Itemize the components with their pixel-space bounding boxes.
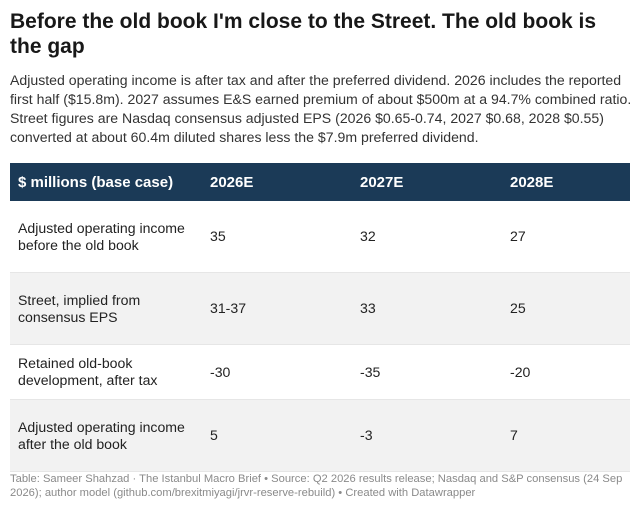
row-label: Adjusted operating income before the old… [18, 219, 185, 253]
row-label: Retained old-book development, after tax [18, 355, 158, 388]
cell-2026e: 31-37 [210, 300, 247, 316]
data-table: $ millions (base case) 2026E 2027E 2028E… [10, 163, 630, 472]
source-footer: Table: Sameer Shahzad · The Istanbul Mac… [10, 473, 623, 499]
header-cell-metric: $ millions (base case) [18, 173, 174, 191]
table-row: Retained old-book development, after tax… [10, 345, 630, 400]
cell-2028e: -20 [510, 363, 531, 380]
cell-2026e: 35 [210, 228, 226, 244]
table-header-row: $ millions (base case) 2026E 2027E 2028E [10, 163, 630, 201]
table-row: Street, implied from consensus EPS 31-37… [10, 273, 630, 345]
table-row: Adjusted operating income before the old… [10, 201, 630, 273]
page-title: Before the old book I'm close to the Str… [10, 10, 597, 58]
cell-2026e: 5 [210, 427, 218, 443]
row-label: Street, implied from consensus EPS [18, 291, 141, 325]
cell-2028e: 25 [510, 300, 526, 316]
header-cell-2026e: 2026E [210, 173, 254, 191]
header-cell-2027e: 2027E [360, 173, 404, 191]
cell-2027e: 32 [360, 228, 376, 244]
row-label: Adjusted operating income after the old … [18, 418, 185, 452]
cell-2027e: -35 [360, 363, 381, 380]
page-subtitle: Adjusted operating income is after tax a… [10, 72, 632, 145]
cell-2027e: 33 [360, 300, 376, 316]
header-cell-2028e: 2028E [510, 173, 554, 191]
cell-2028e: 7 [510, 427, 518, 443]
cell-2026e: -30 [210, 363, 231, 380]
cell-2028e: 27 [510, 228, 526, 244]
cell-2027e: -3 [360, 427, 373, 443]
table-row: Adjusted operating income after the old … [10, 400, 630, 472]
